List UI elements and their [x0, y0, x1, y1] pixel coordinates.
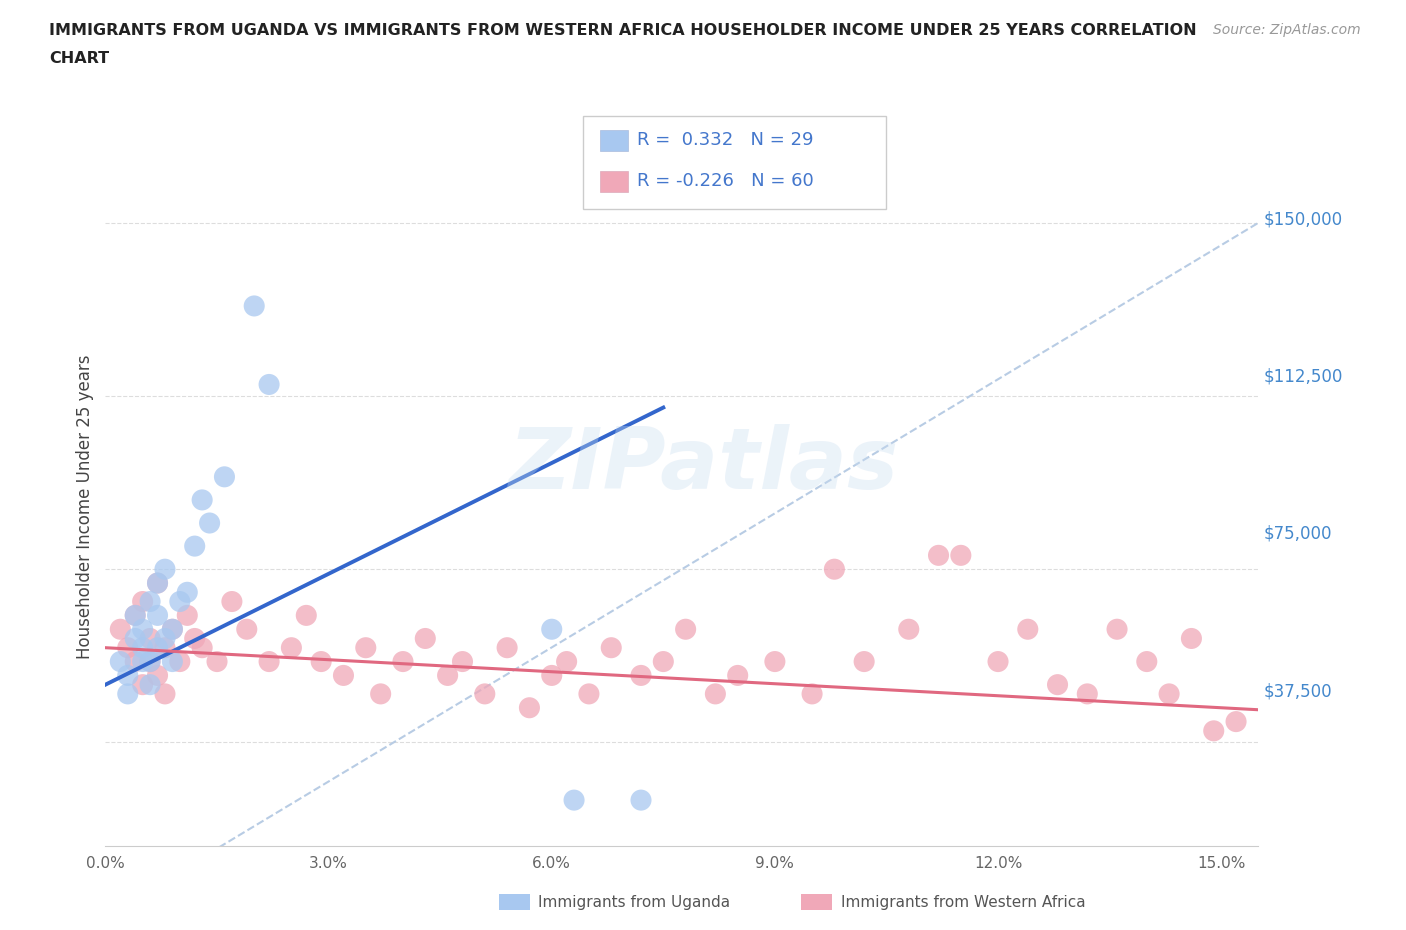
- Point: [191, 640, 214, 655]
- Text: IMMIGRANTS FROM UGANDA VS IMMIGRANTS FROM WESTERN AFRICA HOUSEHOLDER INCOME UNDE: IMMIGRANTS FROM UGANDA VS IMMIGRANTS FRO…: [49, 23, 1197, 38]
- Point: [1076, 686, 1098, 701]
- Point: [801, 686, 824, 701]
- Point: [117, 668, 139, 683]
- Point: [198, 515, 221, 530]
- Text: Source: ZipAtlas.com: Source: ZipAtlas.com: [1213, 23, 1361, 37]
- Point: [221, 594, 243, 609]
- Point: [1136, 654, 1159, 669]
- Point: [823, 562, 845, 577]
- Point: [146, 640, 169, 655]
- Point: [1046, 677, 1069, 692]
- Point: [124, 608, 146, 623]
- Text: R =  0.332   N = 29: R = 0.332 N = 29: [637, 131, 814, 150]
- Point: [124, 631, 146, 646]
- Point: [897, 622, 920, 637]
- Point: [236, 622, 259, 637]
- Point: [146, 576, 169, 591]
- Point: [191, 493, 214, 508]
- Point: [117, 686, 139, 701]
- Point: [280, 640, 302, 655]
- Point: [600, 640, 623, 655]
- Point: [652, 654, 675, 669]
- Point: [578, 686, 600, 701]
- Point: [162, 622, 184, 637]
- Point: [176, 608, 198, 623]
- Point: [392, 654, 415, 669]
- Point: [131, 622, 153, 637]
- Point: [451, 654, 474, 669]
- Point: [139, 654, 162, 669]
- Point: [928, 548, 950, 563]
- Point: [243, 299, 266, 313]
- Point: [117, 640, 139, 655]
- Point: [124, 654, 146, 669]
- Point: [205, 654, 228, 669]
- Point: [110, 622, 132, 637]
- Point: [139, 594, 162, 609]
- Text: Immigrants from Western Africa: Immigrants from Western Africa: [841, 895, 1085, 910]
- Point: [131, 677, 153, 692]
- Point: [763, 654, 786, 669]
- Point: [139, 654, 162, 669]
- Point: [354, 640, 377, 655]
- Point: [332, 668, 354, 683]
- Point: [562, 792, 585, 807]
- Point: [139, 631, 162, 646]
- Point: [675, 622, 697, 637]
- Point: [1159, 686, 1181, 701]
- Point: [110, 654, 132, 669]
- Point: [139, 677, 162, 692]
- Point: [949, 548, 972, 563]
- Point: [496, 640, 519, 655]
- Point: [630, 668, 652, 683]
- Point: [630, 792, 652, 807]
- Point: [131, 594, 153, 609]
- Point: [153, 686, 176, 701]
- Point: [727, 668, 749, 683]
- Point: [214, 470, 236, 485]
- Point: [540, 622, 562, 637]
- Point: [309, 654, 332, 669]
- Point: [183, 631, 205, 646]
- Point: [1180, 631, 1202, 646]
- Point: [124, 608, 146, 623]
- Point: [146, 576, 169, 591]
- Text: CHART: CHART: [49, 51, 110, 66]
- Text: R = -0.226   N = 60: R = -0.226 N = 60: [637, 172, 814, 191]
- Point: [1225, 714, 1247, 729]
- Point: [257, 377, 280, 392]
- Point: [131, 654, 153, 669]
- Point: [257, 654, 280, 669]
- Text: Immigrants from Uganda: Immigrants from Uganda: [538, 895, 731, 910]
- Point: [169, 654, 191, 669]
- Point: [519, 700, 541, 715]
- Point: [169, 594, 191, 609]
- Point: [176, 585, 198, 600]
- Point: [131, 640, 153, 655]
- Point: [370, 686, 392, 701]
- Point: [162, 622, 184, 637]
- Point: [146, 668, 169, 683]
- Text: ZIPatlas: ZIPatlas: [508, 423, 898, 507]
- Point: [162, 654, 184, 669]
- Point: [540, 668, 562, 683]
- Point: [153, 562, 176, 577]
- Point: [183, 538, 205, 553]
- Point: [704, 686, 727, 701]
- Point: [1017, 622, 1039, 637]
- Point: [853, 654, 876, 669]
- Point: [295, 608, 318, 623]
- Point: [153, 631, 176, 646]
- Point: [987, 654, 1010, 669]
- Point: [1202, 724, 1225, 738]
- Point: [436, 668, 458, 683]
- Point: [555, 654, 578, 669]
- Point: [1105, 622, 1128, 637]
- Point: [413, 631, 436, 646]
- Point: [146, 608, 169, 623]
- Point: [153, 640, 176, 655]
- Y-axis label: Householder Income Under 25 years: Householder Income Under 25 years: [76, 354, 94, 659]
- Point: [474, 686, 496, 701]
